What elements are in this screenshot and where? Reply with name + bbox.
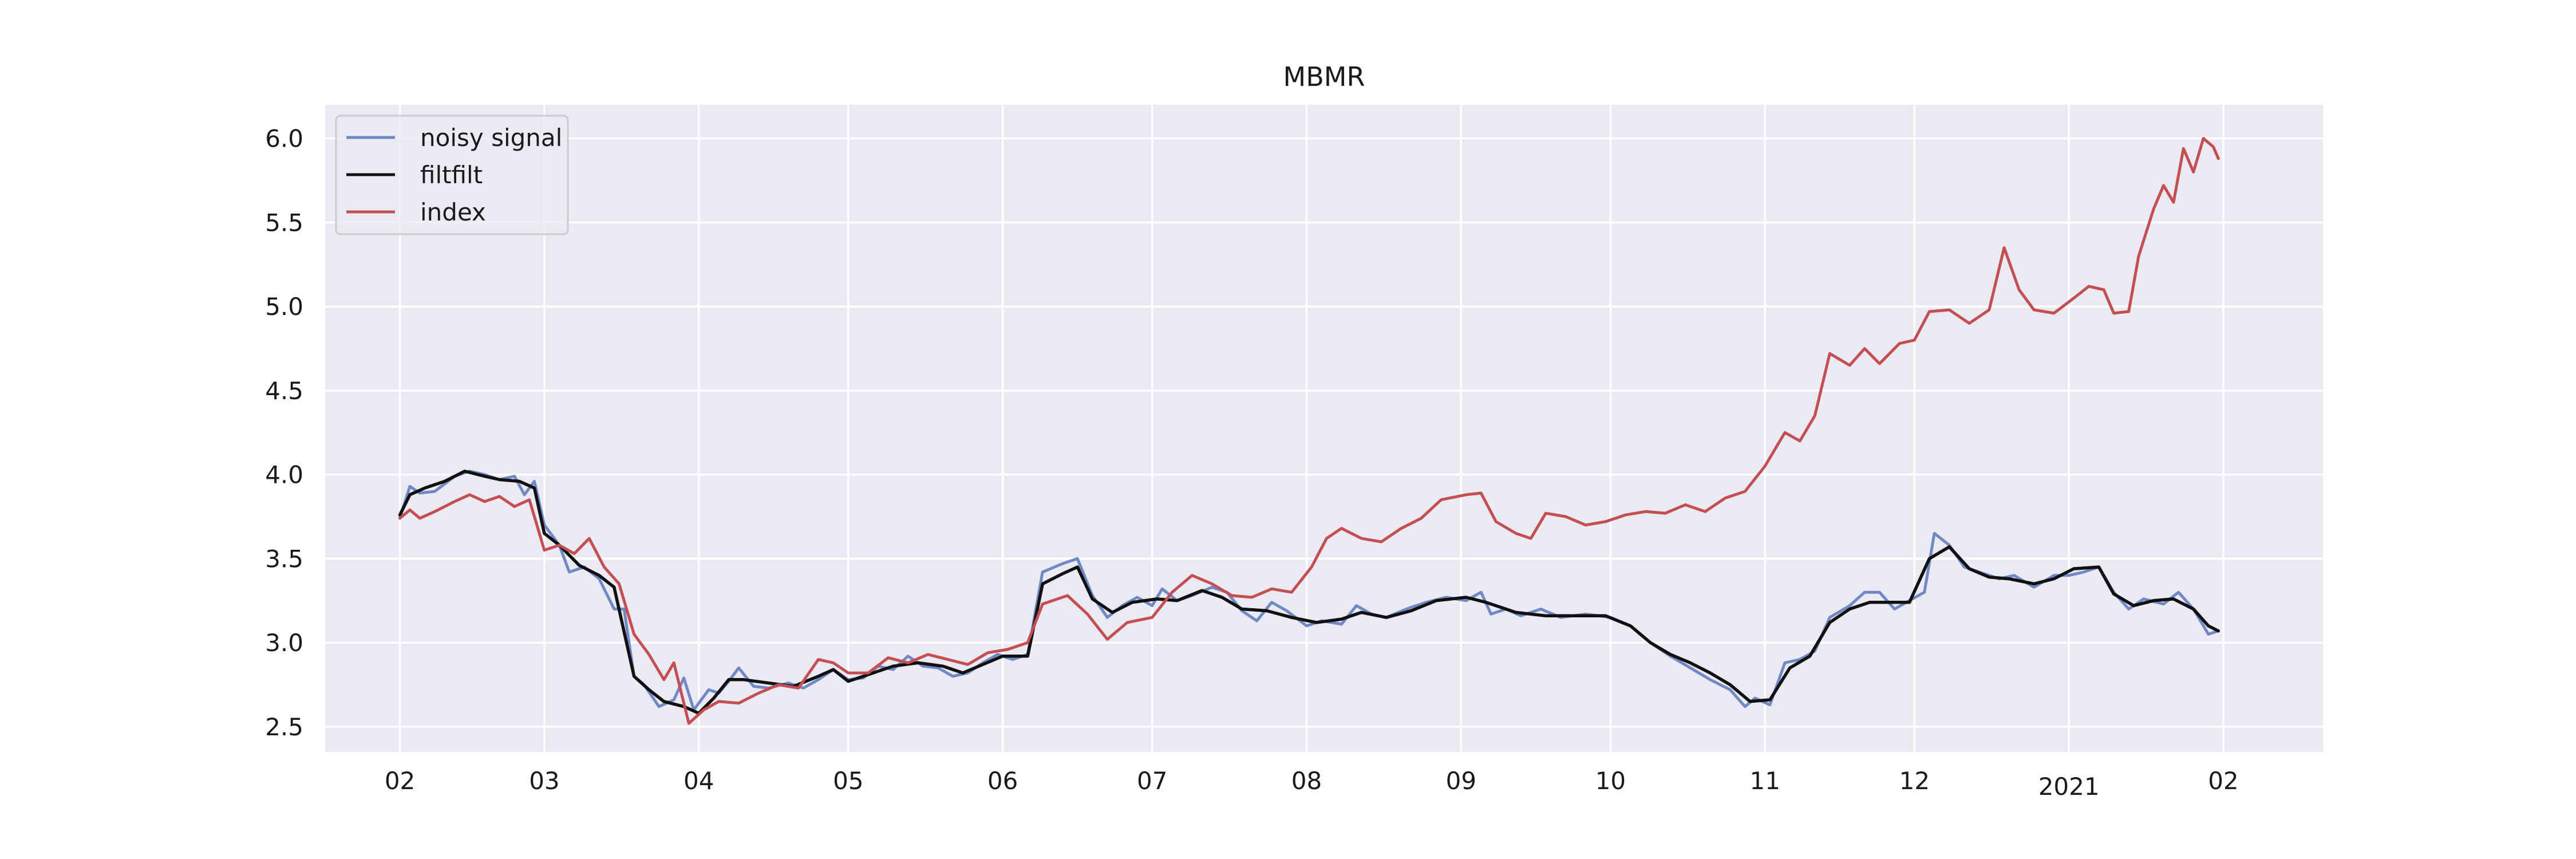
x-tick-label: 11 — [1750, 767, 1780, 795]
legend-label-index: index — [420, 198, 486, 226]
series-lines — [398, 137, 2220, 725]
series-line-index — [398, 137, 2220, 725]
x-tick-label: 02 — [385, 767, 415, 795]
x-axis-ticks: 02 03 04 05 06 07 08 09 10 11 12 2021 02 — [385, 767, 2239, 801]
x-tick-label: 07 — [1137, 767, 1167, 795]
chart-title: MBMR — [1283, 61, 1365, 92]
y-tick-label: 5.5 — [265, 208, 303, 237]
y-tick-label: 3.0 — [265, 629, 303, 657]
y-axis-ticks: 2.5 3.0 3.5 4.0 4.5 5.0 5.5 6.0 — [265, 125, 303, 741]
y-tick-label: 4.5 — [265, 377, 303, 405]
x-tick-label: 2021 — [2038, 773, 2100, 801]
x-tick-label: 02 — [2208, 767, 2238, 795]
y-tick-label: 3.5 — [265, 545, 303, 573]
legend-label-filtfilt: filtfilt — [420, 161, 483, 189]
legend: noisy signal filtfilt index — [335, 115, 569, 235]
x-tick-label: 06 — [987, 767, 1018, 795]
x-tick-label: 09 — [1446, 767, 1476, 795]
y-tick-label: 4.0 — [265, 461, 303, 489]
y-tick-label: 6.0 — [265, 125, 303, 153]
x-tick-label: 10 — [1595, 767, 1626, 795]
legend-label-noisy-signal: noisy signal — [420, 124, 562, 152]
plot-area — [325, 105, 2323, 752]
x-tick-label: 08 — [1291, 767, 1322, 795]
x-tick-label: 12 — [1899, 767, 1930, 795]
x-tick-label: 04 — [683, 767, 714, 795]
legend-box — [335, 115, 569, 235]
x-tick-label: 03 — [529, 767, 559, 795]
series-line-filtfilt — [398, 470, 2220, 715]
y-tick-label: 5.0 — [265, 293, 303, 321]
x-tick-label: 05 — [833, 767, 863, 795]
grid-lines — [325, 105, 2323, 752]
y-tick-label: 2.5 — [265, 713, 303, 741]
